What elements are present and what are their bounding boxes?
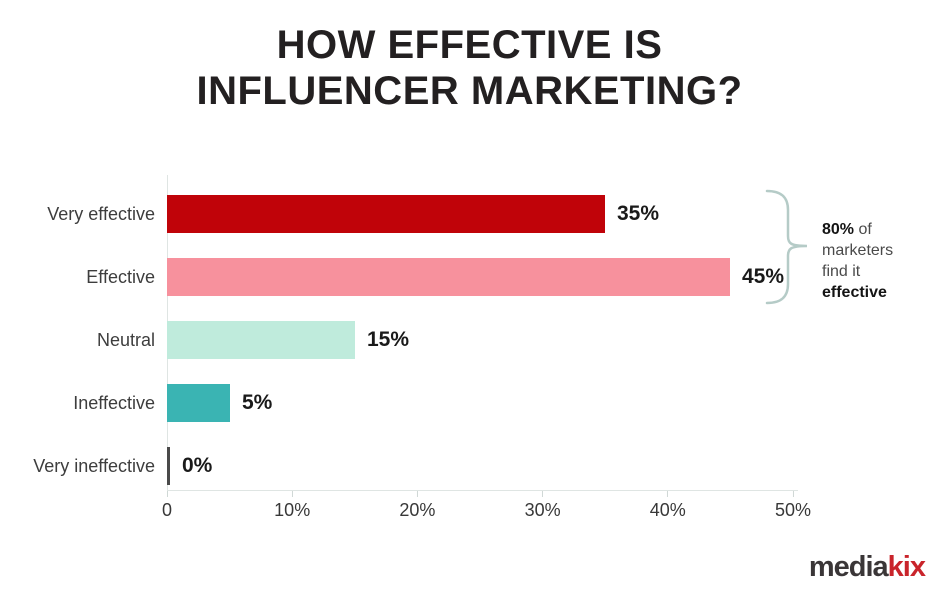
annotation-bold-effective: effective	[822, 284, 887, 301]
annotation-of: of	[854, 221, 872, 238]
tick-mark	[667, 491, 669, 497]
bar-neutral	[167, 321, 355, 359]
bar-very-effective	[167, 195, 605, 233]
x-tick-40: 40%	[650, 491, 686, 521]
tick-label-10: 10%	[274, 500, 311, 520]
chart-title-line1: HOW EFFECTIVE IS	[276, 23, 663, 67]
bar-ineffective	[167, 384, 230, 422]
value-label-neutral: 15%	[367, 328, 410, 351]
value-label-ineffective: 5%	[242, 391, 273, 414]
curly-bracket	[765, 189, 808, 305]
value-label-very-ineffective: 0%	[182, 454, 213, 477]
chart-title: HOW EFFECTIVE IS INFLUENCER MARKETING?	[0, 22, 939, 114]
x-tick-10: 10%	[274, 491, 310, 521]
row-ineffective: Ineffective 5%	[0, 384, 939, 422]
category-label-neutral: Neutral	[96, 330, 155, 350]
x-tick-0: 0	[162, 491, 172, 521]
tick-label-50: 50%	[774, 500, 812, 520]
row-neutral: Neutral 15%	[0, 321, 939, 359]
category-label-very-ineffective: Very ineffective	[33, 456, 155, 476]
x-axis-line	[167, 490, 798, 491]
bar-very-ineffective	[167, 447, 170, 485]
x-tick-20: 20%	[399, 491, 435, 521]
category-label-ineffective: Ineffective	[73, 393, 155, 413]
value-label-effective: 45%	[742, 265, 785, 288]
row-very-effective: Very effective 35%	[0, 195, 939, 233]
tick-mark	[291, 491, 293, 497]
mediakix-logo: mediakix	[808, 551, 926, 584]
annotation-marketers: marketers	[822, 242, 894, 259]
x-tick-50: 50%	[775, 491, 811, 521]
tick-mark	[542, 491, 544, 497]
annotation-bold-80: 80%	[822, 221, 855, 238]
value-label-very-effective: 35%	[617, 202, 660, 225]
tick-mark	[166, 491, 168, 497]
category-label-very-effective: Very effective	[47, 204, 155, 224]
logo-text-kix: kix	[887, 551, 926, 583]
tick-mark	[416, 491, 418, 497]
annotation-find-it: find it	[822, 263, 861, 280]
row-very-ineffective: Very ineffective 0%	[0, 447, 939, 485]
tick-label-20: 20%	[399, 500, 436, 520]
annotation-80-percent: 80% of marketers find it effective	[822, 219, 934, 303]
tick-label-40: 40%	[649, 500, 686, 520]
category-label-effective: Effective	[86, 267, 155, 287]
tick-label-0: 0	[161, 500, 173, 520]
tick-mark	[792, 491, 794, 497]
x-tick-30: 30%	[525, 491, 561, 521]
logo-text-media: media	[808, 551, 889, 583]
chart-title-line2: INFLUENCER MARKETING?	[196, 69, 743, 113]
tick-label-30: 30%	[524, 500, 561, 520]
row-effective: Effective 45%	[0, 258, 939, 296]
bar-effective	[167, 258, 730, 296]
